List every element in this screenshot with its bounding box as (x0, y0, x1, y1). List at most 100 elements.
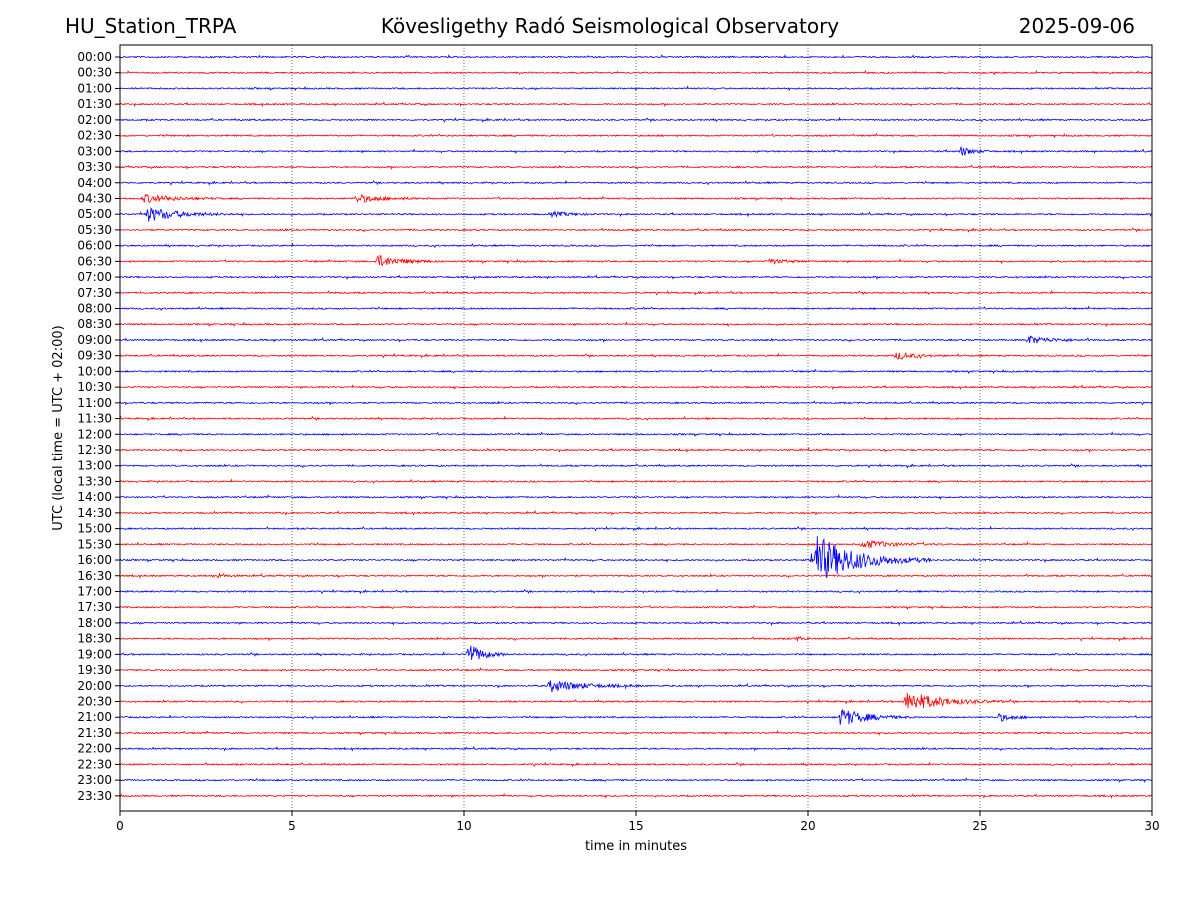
date-label: 2025-09-06 (1018, 14, 1135, 38)
trace-0830 (119, 321, 1153, 328)
y-tick-label: 07:00 (77, 270, 112, 284)
trace-0000 (119, 54, 1153, 59)
trace-0900 (119, 335, 1153, 344)
trace-1530 (119, 540, 1153, 548)
trace-0930 (119, 351, 1153, 360)
x-axis-label: time in minutes (585, 839, 687, 854)
trace-2030 (119, 692, 1153, 709)
trace-2300 (119, 777, 1153, 783)
y-tick-label: 17:30 (77, 600, 112, 614)
y-tick-label: 04:00 (77, 176, 112, 190)
x-tick-label: 15 (628, 819, 643, 833)
trace-1430 (119, 510, 1153, 516)
trace-0100 (119, 85, 1153, 92)
trace-2000 (119, 680, 1153, 693)
trace-1700 (119, 588, 1153, 595)
trace-0200 (119, 116, 1153, 123)
trace-1930 (119, 667, 1153, 673)
trace-1400 (119, 494, 1153, 500)
y-tick-label: 00:30 (77, 66, 112, 80)
y-tick-label: 05:00 (77, 207, 112, 221)
trace-1500 (119, 525, 1153, 532)
y-tick-label: 07:30 (77, 286, 112, 300)
y-tick-label: 16:00 (77, 553, 112, 567)
x-tick-label: 30 (1144, 819, 1159, 833)
trace-1900 (119, 645, 1153, 660)
trace-1630 (119, 572, 1153, 579)
x-tick-label: 20 (800, 819, 815, 833)
y-tick-label: 16:30 (77, 569, 112, 583)
y-tick-label: 03:00 (77, 144, 112, 158)
y-tick-label: 12:00 (77, 427, 112, 441)
y-tick-label: 05:30 (77, 223, 112, 237)
trace-0730 (119, 289, 1153, 296)
traces (119, 54, 1153, 799)
trace-0800 (119, 305, 1153, 311)
y-tick-label: 13:00 (77, 459, 112, 473)
trace-1600 (119, 535, 1153, 579)
trace-1000 (119, 368, 1153, 375)
trace-0400 (119, 179, 1153, 186)
trace-1100 (119, 400, 1153, 406)
x-tick-label: 0 (116, 819, 124, 833)
trace-1200 (119, 431, 1153, 437)
trace-1030 (119, 384, 1153, 391)
y-tick-label: 11:30 (77, 412, 112, 426)
y-tick-label: 08:00 (77, 302, 112, 316)
trace-0130 (119, 101, 1153, 108)
y-tick-label: 10:30 (77, 380, 112, 394)
trace-2330 (119, 792, 1153, 799)
x-tick-labels: 0 5 10 15 20 25 30 (116, 811, 1160, 833)
trace-1330 (119, 478, 1153, 484)
y-tick-label: 21:30 (77, 726, 112, 740)
x-tick-label: 25 (972, 819, 987, 833)
trace-1300 (119, 462, 1153, 469)
y-tick-label: 15:00 (77, 522, 112, 536)
y-tick-label: 02:00 (77, 113, 112, 127)
trace-1730 (119, 604, 1153, 610)
trace-1230 (119, 447, 1153, 454)
y-tick-label: 01:30 (77, 97, 112, 111)
y-tick-label: 03:30 (77, 160, 112, 174)
y-tick-label: 12:30 (77, 443, 112, 457)
y-tick-label: 06:00 (77, 239, 112, 253)
y-tick-label: 10:00 (77, 364, 112, 378)
y-tick-label: 20:30 (77, 695, 112, 709)
y-tick-label: 18:00 (77, 616, 112, 630)
y-tick-label: 14:00 (77, 490, 112, 504)
y-tick-label: 14:30 (77, 506, 112, 520)
trace-2200 (119, 745, 1153, 752)
station-name: HU_Station_TRPA (65, 14, 237, 38)
observatory-title: Kövesligethy Radó Seismological Observat… (380, 14, 840, 38)
x-tick-label: 10 (456, 819, 471, 833)
trace-1130 (119, 415, 1153, 422)
y-tick-label: 19:00 (77, 647, 112, 661)
y-tick-label: 22:00 (77, 742, 112, 756)
y-tick-label: 18:30 (77, 632, 112, 646)
x-tick-label: 5 (288, 819, 296, 833)
trace-2100 (119, 708, 1153, 725)
trace-0500 (119, 207, 1153, 222)
y-axis-label: UTC (local time = UTC + 02:00) (51, 325, 66, 530)
trace-0530 (119, 227, 1153, 233)
y-tick-label: 01:00 (77, 81, 112, 95)
trace-1800 (119, 619, 1153, 626)
trace-0600 (119, 242, 1153, 249)
trace-0630 (119, 255, 1153, 267)
y-tick-label: 11:00 (77, 396, 112, 410)
y-tick-label: 06:30 (77, 254, 112, 268)
trace-0030 (119, 69, 1153, 76)
trace-0330 (119, 164, 1153, 170)
y-tick-label: 22:30 (77, 757, 112, 771)
trace-0430 (119, 193, 1153, 204)
y-tick-label: 13:30 (77, 474, 112, 488)
trace-0700 (119, 274, 1153, 281)
gridlines (291, 45, 981, 811)
y-tick-label: 09:30 (77, 349, 112, 363)
y-tick-label: 00:00 (77, 50, 112, 64)
y-tick-label: 15:30 (77, 537, 112, 551)
y-tick-label: 02:30 (77, 129, 112, 143)
